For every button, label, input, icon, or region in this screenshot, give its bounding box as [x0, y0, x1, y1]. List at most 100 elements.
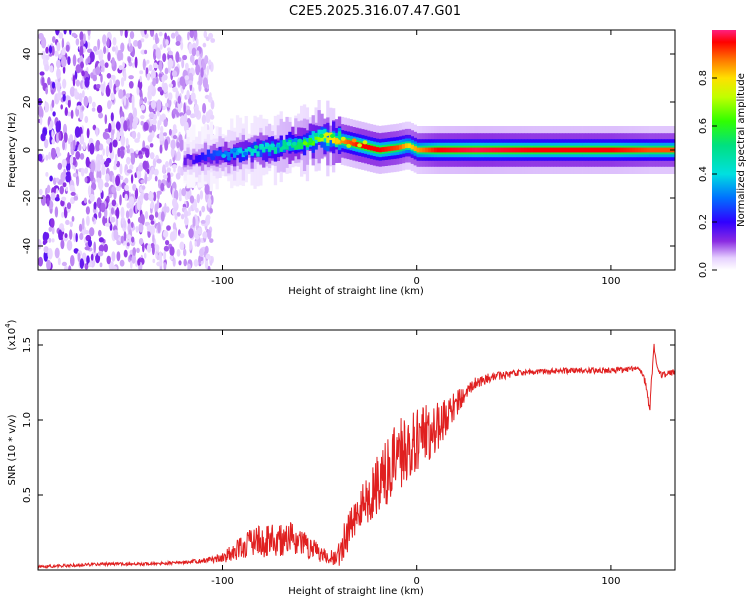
spectrogram-ridge-cell [230, 148, 234, 154]
spectrogram-ridge-cell [375, 147, 379, 152]
spectrogram-ridge-cell [597, 147, 601, 153]
spectrogram-noise-cell [143, 252, 147, 259]
spectrogram-noise-cell [111, 251, 116, 262]
spectrogram-noise-cell [48, 237, 52, 243]
spectrogram-ridge-cell [512, 147, 516, 153]
spectrogram-ridge-cell [649, 147, 653, 153]
spectrogram-noise-cell [170, 32, 176, 39]
spectrogram-ridge-cell [541, 147, 546, 153]
spectrogram-noise-cell [143, 192, 150, 201]
spectrogram-noise-cell [141, 185, 146, 190]
spectrogram-noise-cell [79, 153, 85, 160]
spectrogram-noise-cell [200, 219, 206, 224]
spectrogram-noise-cell [44, 138, 49, 149]
spectrogram-noise-cell [190, 113, 196, 119]
spectrogram-ridge-cell [332, 136, 336, 144]
spectrogram-ridge-cell [538, 147, 543, 153]
spectrogram-noise-cell [204, 245, 209, 254]
snr-y-multiplier: (x104) [4, 319, 18, 350]
spectrogram-noise-cell [64, 233, 68, 239]
spectrogram-noise-cell [59, 185, 64, 195]
spectrogram-ridge-blob [275, 143, 281, 148]
spectrogram-noise-cell [117, 147, 121, 158]
spectrogram-noise-cell [130, 153, 136, 165]
spectrogram-noise-cell [165, 240, 170, 246]
spectrogram-noise-cell [41, 77, 45, 86]
spectrogram-ridge-cell [498, 147, 502, 153]
spectrogram-noise-cell [48, 45, 53, 54]
spectrogram-noise-cell [132, 183, 137, 192]
spectrogram-noise-cell [96, 177, 101, 183]
spectrogram-noise-cell [84, 115, 89, 124]
spectrogram-noise-cell [106, 37, 110, 48]
spectrogram-noise-cell [49, 175, 53, 182]
spectrogram-noise-cell [179, 76, 185, 86]
spectrogram-noise-cell [79, 258, 85, 269]
spectrogram-ridge-cell [509, 147, 513, 153]
spectrogram-noise-cell [52, 111, 56, 117]
spectrogram-noise-cell [164, 32, 168, 40]
spectrogram-noise-cell [146, 59, 150, 64]
spectrogram-ridge-cell [209, 156, 213, 164]
spectrogram-noise-cell [138, 154, 144, 159]
spectrogram-noise-cell [113, 229, 119, 241]
spectrogram-noise-cell [51, 147, 57, 160]
spectrogram-noise-cell [104, 114, 108, 125]
spectrogram-ridge-cell [559, 147, 563, 153]
spectrogram-noise-cell [162, 53, 167, 63]
spectrogram-noise-cell [66, 239, 73, 251]
spectrogram-noise-cell [96, 104, 103, 114]
spectrogram-noise-cell [136, 199, 141, 211]
spectrogram-ridge-cell [340, 138, 345, 144]
spectrogram-noise-cell [149, 30, 155, 37]
spectrogram-panel: -100 0 100 -40 -20 0 20 40 Height of straight … [7, 29, 676, 297]
spectrogram-ridge-cell [361, 143, 365, 149]
spectrogram-noise-cell [145, 148, 150, 159]
spectrogram-noise-cell [39, 116, 43, 126]
spectrogram-noise-cell [164, 139, 169, 151]
snr-y-label: SNR (10 * v/v) [7, 414, 18, 485]
spectrogram-noise-cell [48, 226, 53, 232]
spectrogram-noise-cell [190, 92, 196, 102]
spectrogram-noise-cell [176, 249, 181, 257]
spectrogram-noise-cell [131, 62, 136, 68]
spectrogram-noise-cell [102, 148, 105, 156]
spectrogram-ridge-cell [291, 143, 295, 148]
spectrogram-noise-cell [149, 152, 155, 160]
spectrogram-noise-cell [84, 176, 88, 183]
spectrogram-noise-cell [171, 70, 178, 78]
spectrogram-ridge-cell [434, 147, 438, 153]
spectrogram-noise-cell [160, 182, 165, 192]
spectrogram-noise-cell [205, 253, 211, 260]
spectrogram-noise-cell [117, 50, 123, 61]
spectrogram-noise-cell [154, 175, 158, 182]
spectrogram-noise-cell [122, 61, 125, 68]
spectrogram-ridge-cell [244, 148, 248, 155]
spectrogram-noise-cell [152, 258, 156, 264]
spectrogram-ridge-cell [492, 147, 496, 153]
spectrogram-ridge-cell [381, 147, 385, 152]
spectrogram-noise-cell [208, 32, 214, 40]
spectrogram-ridge-cell [547, 147, 551, 153]
spectrogram-noise-cell [45, 46, 49, 54]
spectrogram-noise-cell [67, 152, 70, 162]
spectrogram-noise-cell [49, 65, 54, 73]
spectrogram-y-tick-label: -20 [22, 190, 33, 206]
spectrogram-noise-cell [110, 74, 116, 80]
spectrogram-noise-cell [196, 38, 199, 47]
spectrogram-ridge-cell [189, 154, 193, 160]
spectrogram-noise-cell [163, 82, 168, 94]
spectrogram-ridge-cell [404, 143, 409, 149]
spectrogram-noise-cell [131, 253, 136, 264]
spectrogram-noise-cell [143, 121, 149, 131]
spectrogram-noise-cell [137, 80, 143, 91]
spectrogram-noise-cell [116, 251, 121, 262]
spectrogram-noise-cell [95, 139, 101, 152]
spectrogram-noise-cell [95, 66, 101, 75]
spectrogram-noise-cell [40, 194, 47, 206]
spectrogram-noise-cell [101, 163, 106, 176]
snr-x-tick-label: 100 [601, 576, 620, 587]
spectrogram-ridge-cell [343, 139, 347, 144]
spectrogram-ridge-cell [235, 147, 240, 156]
spectrogram-noise-cell [61, 37, 65, 50]
